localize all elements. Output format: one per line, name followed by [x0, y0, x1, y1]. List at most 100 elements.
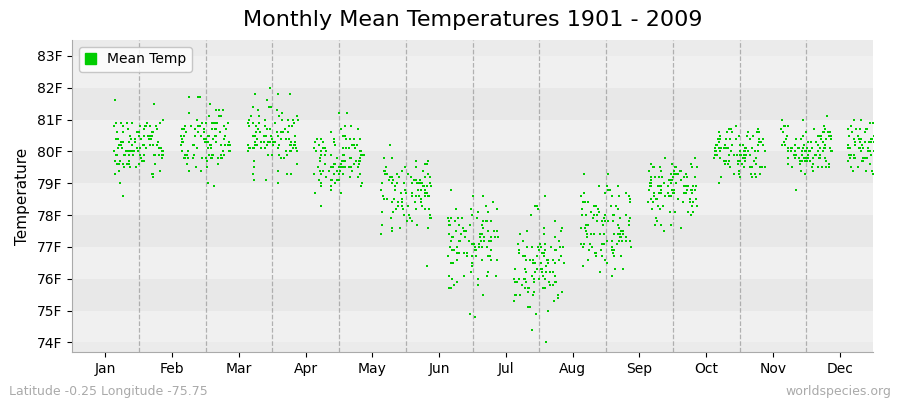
Point: [553, 244, 567, 250]
Point: [194, 167, 208, 174]
Point: [389, 206, 403, 212]
Point: [868, 136, 882, 142]
Point: [690, 164, 705, 170]
Point: [548, 260, 562, 266]
Point: [810, 142, 824, 148]
Point: [816, 123, 831, 129]
Point: [336, 170, 350, 177]
Point: [736, 142, 751, 148]
Point: [780, 148, 795, 155]
Point: [541, 256, 555, 263]
Point: [748, 148, 762, 155]
Point: [252, 120, 266, 126]
Point: [270, 129, 284, 136]
Point: [539, 269, 554, 276]
Point: [339, 145, 354, 152]
Bar: [72, 56, 873, 88]
Point: [546, 269, 561, 276]
Point: [843, 145, 858, 152]
Point: [398, 164, 412, 170]
Point: [382, 174, 397, 180]
Point: [146, 129, 160, 136]
Point: [824, 132, 838, 139]
Point: [250, 126, 265, 132]
Point: [519, 256, 534, 263]
Point: [352, 161, 366, 167]
Point: [291, 116, 305, 123]
Point: [111, 145, 125, 152]
Point: [385, 199, 400, 206]
Point: [204, 154, 219, 161]
Point: [580, 231, 594, 238]
Point: [146, 174, 160, 180]
Point: [175, 139, 189, 145]
Point: [683, 161, 698, 167]
Point: [587, 202, 601, 209]
Point: [753, 164, 768, 170]
Point: [266, 139, 281, 145]
Point: [534, 260, 548, 266]
Point: [652, 183, 667, 190]
Point: [223, 148, 238, 155]
Point: [668, 164, 682, 170]
Point: [248, 142, 262, 148]
Point: [342, 145, 356, 152]
Point: [811, 132, 825, 139]
Point: [117, 152, 131, 158]
Point: [580, 256, 595, 263]
Point: [257, 123, 272, 129]
Point: [324, 186, 338, 193]
Point: [523, 304, 537, 311]
Point: [541, 260, 555, 266]
Point: [175, 136, 189, 142]
Point: [880, 164, 895, 170]
Point: [577, 190, 591, 196]
Point: [409, 177, 423, 183]
Point: [859, 167, 873, 174]
Point: [534, 244, 548, 250]
Point: [334, 126, 348, 132]
Point: [707, 148, 722, 155]
Point: [649, 215, 663, 222]
Point: [744, 164, 759, 170]
Point: [725, 129, 740, 136]
Point: [746, 132, 760, 139]
Point: [591, 206, 606, 212]
Point: [258, 116, 273, 123]
Point: [402, 212, 417, 218]
Point: [552, 256, 566, 263]
Point: [122, 139, 136, 145]
Point: [733, 174, 747, 180]
Point: [587, 212, 601, 218]
Point: [266, 142, 281, 148]
Point: [784, 148, 798, 155]
Point: [873, 170, 887, 177]
Point: [642, 167, 656, 174]
Point: [676, 199, 690, 206]
Point: [130, 145, 144, 152]
Point: [785, 145, 799, 152]
Point: [386, 209, 400, 215]
Point: [283, 91, 297, 97]
Point: [247, 145, 261, 152]
Point: [593, 247, 608, 253]
Point: [484, 256, 499, 263]
Point: [613, 234, 627, 240]
Point: [446, 247, 461, 253]
Point: [607, 253, 621, 260]
Point: [793, 158, 807, 164]
Point: [578, 225, 592, 231]
Point: [795, 152, 809, 158]
Point: [597, 222, 611, 228]
Point: [199, 120, 213, 126]
Point: [847, 152, 861, 158]
Point: [415, 202, 429, 209]
Point: [208, 120, 222, 126]
Point: [108, 158, 122, 164]
Point: [318, 145, 332, 152]
Point: [592, 231, 607, 238]
Point: [860, 126, 875, 132]
Point: [579, 228, 593, 234]
Point: [722, 152, 736, 158]
Point: [754, 139, 769, 145]
